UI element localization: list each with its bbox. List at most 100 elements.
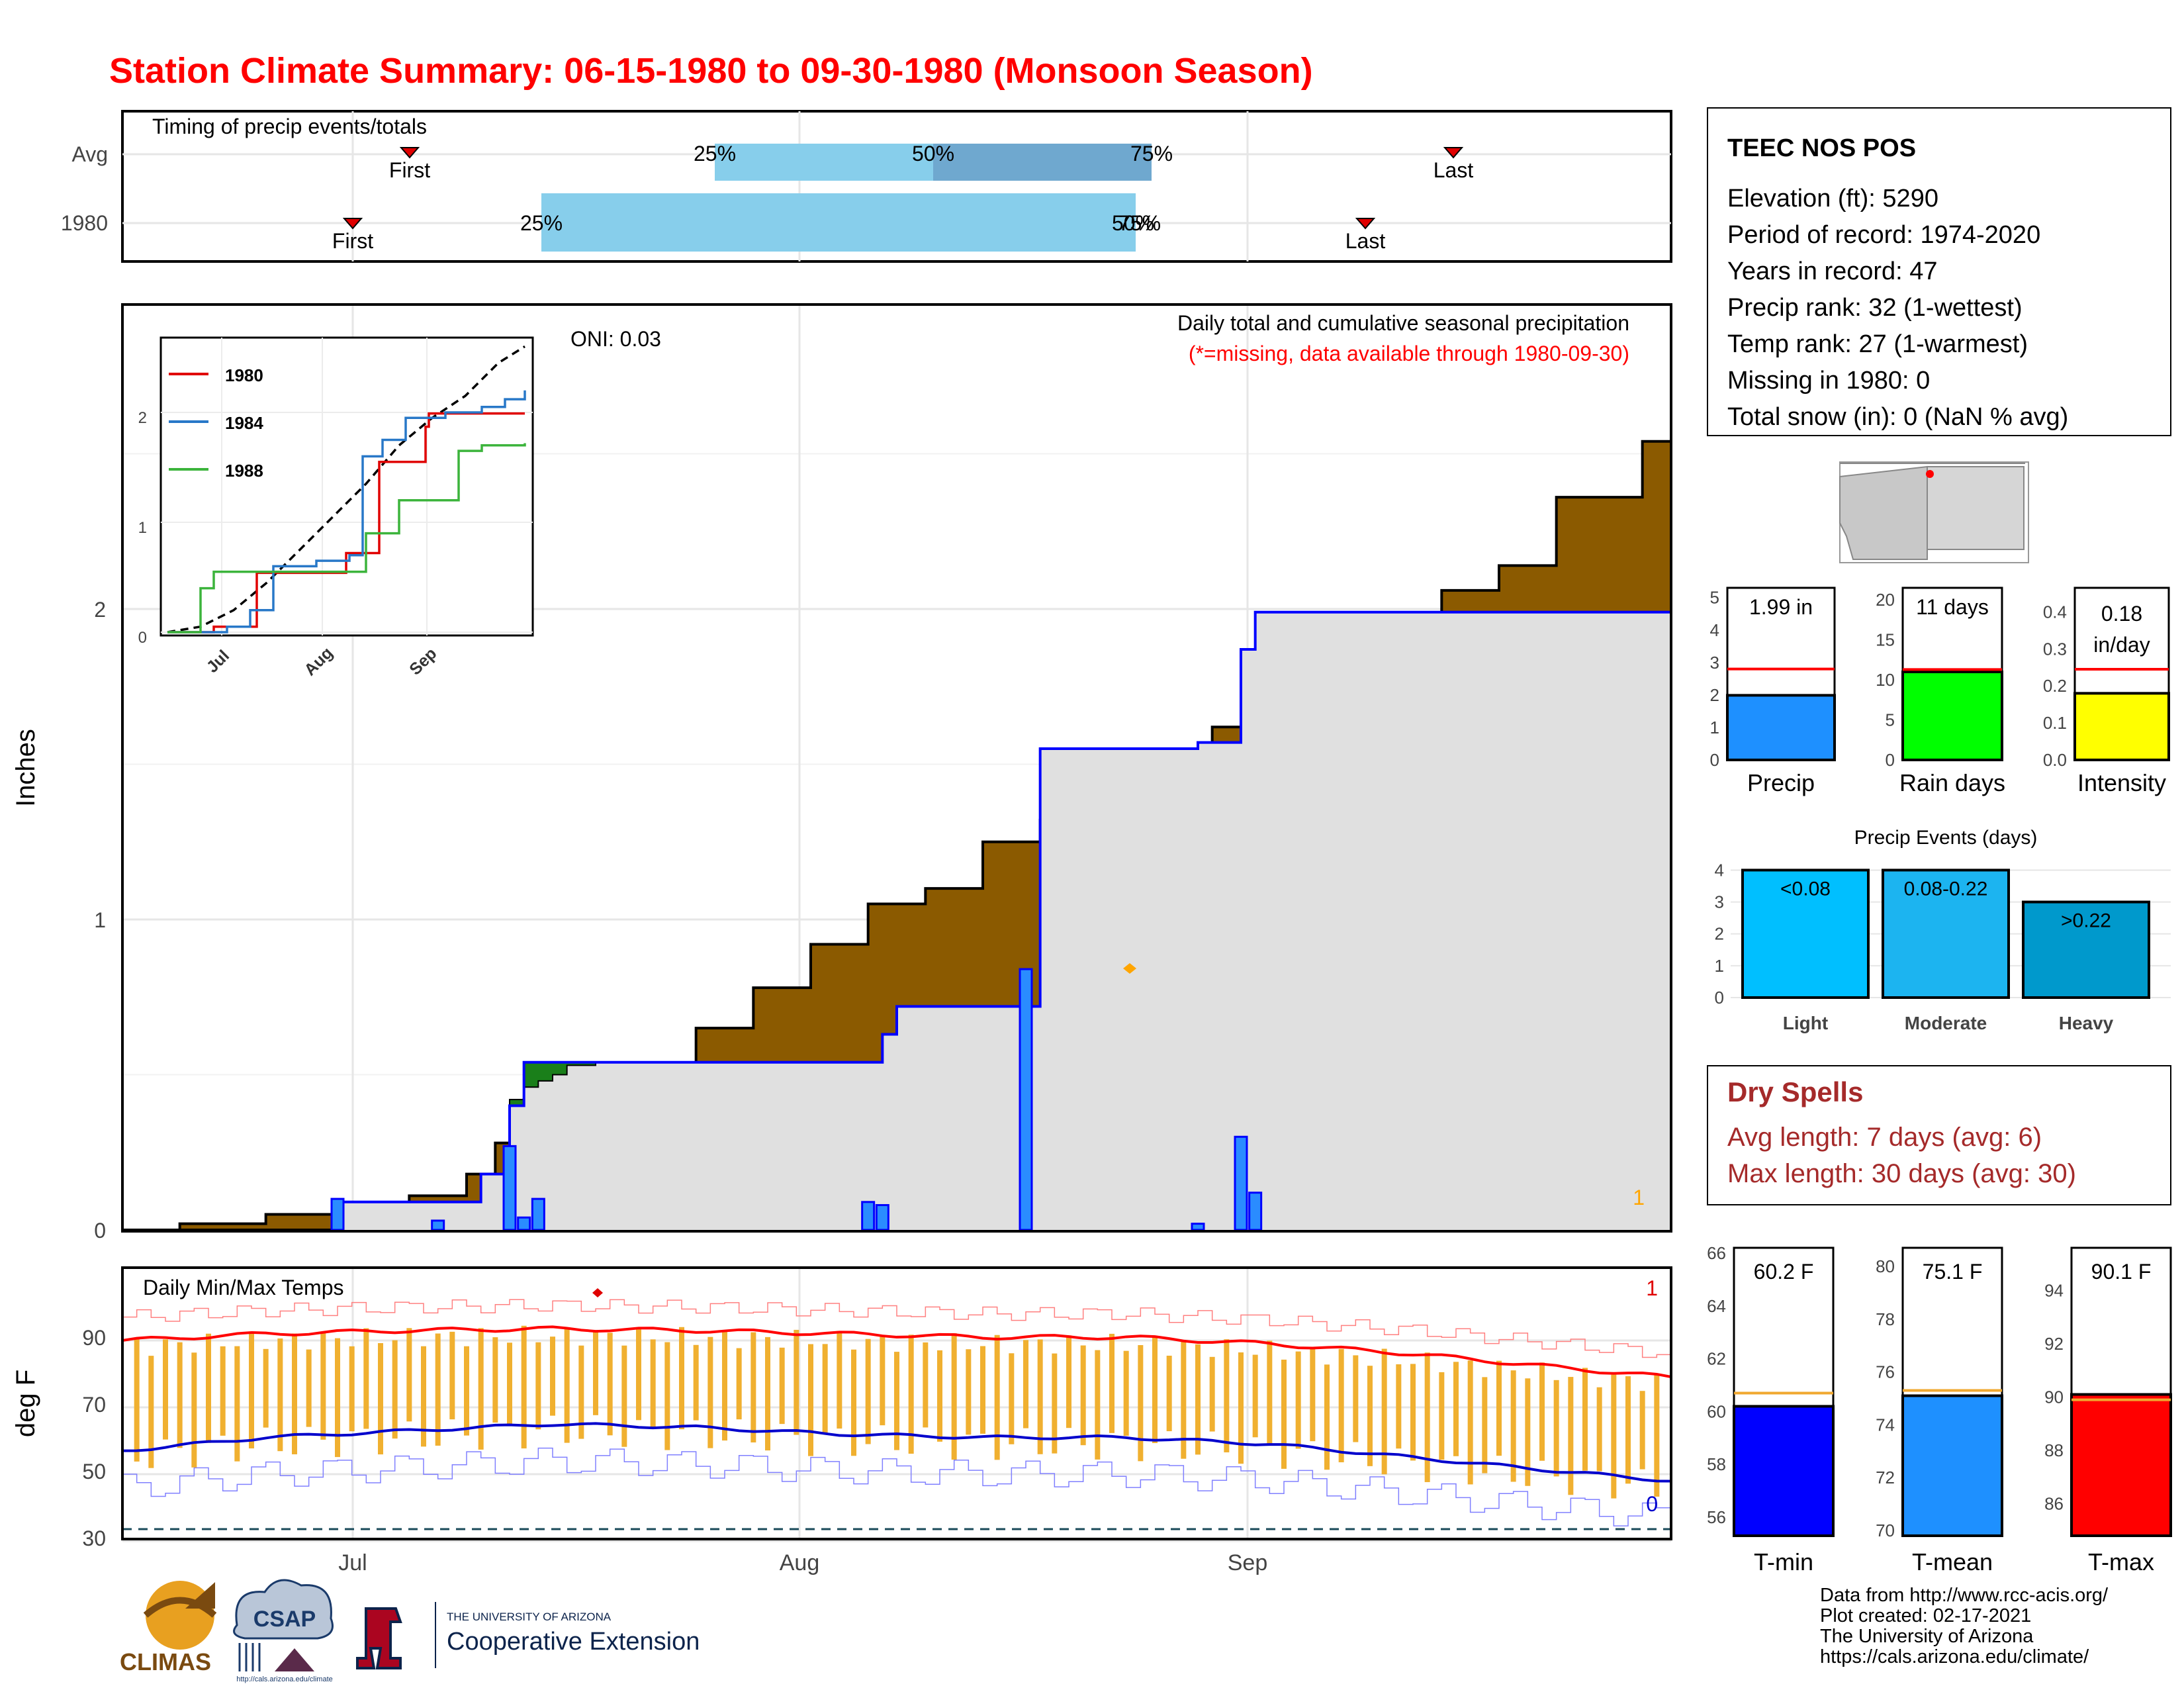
legend-label-1984: 1984 [225,413,263,433]
daily-precip-bar-9 [1234,1135,1248,1231]
precip-y-tick-0: 0 [94,1219,106,1243]
temp-y-tick-30: 30 [82,1526,106,1550]
avg-first-marker [399,147,420,159]
year-first-label: First [332,229,373,253]
station-location-dot [1926,470,1934,478]
daily-temp-range-bar-101 [1568,1377,1574,1495]
daily-precip-bar-1 [431,1219,445,1231]
daily-temp-range-bar-28 [521,1325,527,1449]
footer-plot-created: Plot created: 02-17-2021 [1820,1605,2032,1626]
tmean-value: 75.1 F [1923,1260,1983,1284]
daily-temp-range-bar-36 [636,1327,641,1421]
daily-temp-range-bar-86 [1353,1355,1359,1442]
climas-logo-text: CLIMAS [120,1648,211,1675]
daily-temp-range-bar-11 [277,1338,283,1452]
tmin-ticks-label-1: 64 [1707,1296,1726,1316]
int-ticks-label-0: 0.4 [2043,602,2067,622]
year-last-marker [1355,218,1376,230]
daily-temp-range-bar-94 [1467,1360,1473,1485]
intensity-summary-chart: 0.18 in/day Intensity 0.4 0.3 0.2 0.1 0.0 [2043,586,2170,796]
daily-temp-range-bar-52 [865,1338,871,1444]
events-tick-1: 3 [1715,892,1724,912]
tmean-summary-chart: 75.1 F T-mean 80 78 76 74 72 70 [1876,1246,2003,1575]
daily-temp-range-bar-45 [765,1336,770,1451]
precip-value: 1.99 in [1749,595,1813,619]
inset-chart: 1980 1984 1988 0 1 2 Jul Aug Sep [138,336,534,679]
tmean-bar [1901,1394,2003,1538]
daily-temp-range-bar-37 [650,1339,656,1427]
daily-temp-range-bar-41 [707,1336,713,1448]
temp-y-axis-label: deg F [11,1370,40,1437]
daily-temp-range-bar-22 [435,1333,441,1446]
daily-precip-bar-8 [1191,1223,1205,1231]
daily-temp-range-bar-104 [1611,1374,1617,1499]
rain-days-label: Rain days [1899,769,2005,796]
daily-temp-range-bar-23 [449,1331,455,1420]
inset-y-tick-2: 2 [138,409,147,427]
daily-temp-range-bar-38 [664,1342,670,1450]
station-temp-rank: Temp rank: 27 (1-warmest) [1727,330,2028,358]
daily-temp-range-bar-34 [607,1333,613,1436]
daily-temp-range-bar-2 [148,1356,154,1468]
daily-temp-range-bar-24 [464,1346,469,1436]
daily-temp-range-bar-48 [808,1344,813,1456]
daily-temp-range-bar-83 [1310,1346,1316,1442]
daily-temp-range-bar-7 [220,1346,226,1436]
daily-temp-range-bar-61 [994,1335,1000,1460]
daily-temp-range-bar-3 [163,1339,168,1440]
daily-precip-bar-6 [875,1203,889,1231]
daily-temp-range-bar-105 [1625,1376,1631,1484]
tmin-bar [1733,1405,1835,1537]
csap-cloud-icon [233,1579,334,1640]
daily-temp-range-bar-16 [349,1346,355,1432]
daily-temp-range-bar-14 [320,1332,326,1440]
page-title: Station Climate Summary: 06-15-1980 to 0… [109,51,1313,91]
daily-precip-bar-7 [1019,968,1033,1231]
avg-last-marker [1443,147,1464,159]
events-tick-2: 2 [1715,924,1724,944]
avg-p25-label: 25% [694,142,736,165]
daily-temp-range-bar-44 [751,1332,756,1443]
daily-temp-range-bar-99 [1539,1362,1545,1461]
daily-temp-range-bar-29 [535,1342,541,1430]
arizona-shape [1839,465,1928,560]
events-bar-0 [1741,868,1870,1000]
tmax-ticks-label-0: 94 [2044,1280,2064,1300]
daily-temp-range-bar-102 [1582,1368,1588,1471]
precip-y-axis-label: Inches [11,729,40,807]
precip-panel: Daily total and cumulative seasonal prec… [11,303,1672,1243]
daily-temp-range-bar-26 [492,1337,498,1423]
x-tick-jul: Jul [338,1550,367,1575]
record-daily-marker [1123,963,1136,974]
tmax-summary-chart: 90.1 F T-max 94 92 90 88 86 [2044,1246,2172,1575]
daily-temp-range-bar-91 [1424,1352,1430,1482]
timing-row-avg: Avg [71,142,108,166]
tmean-ticks-label-1: 78 [1876,1309,1895,1329]
daily-temp-range-bar-81 [1281,1359,1287,1469]
intensity-bar [2073,692,2170,762]
year-first-marker [342,218,363,230]
station-period: Period of record: 1974-2020 [1727,221,2040,249]
year-p50-label: 50% [1112,211,1154,235]
precip-ticks-label-0: 5 [1710,588,1719,608]
dry-spells-title: Dry Spells [1727,1076,1863,1107]
legend-label-1988: 1988 [225,461,263,481]
daily-temp-range-bar-100 [1553,1380,1559,1477]
daily-temp-range-bar-40 [693,1344,699,1421]
tmax-ticks-label-2: 90 [2044,1387,2064,1407]
intensity-value: 0.18 [2101,602,2142,626]
daily-temp-range-bar-62 [1009,1353,1015,1444]
daily-temp-range-bar-69 [1109,1333,1115,1433]
daily-temp-range-bar-97 [1510,1370,1516,1482]
inset-average-line [167,345,525,633]
daily-temp-range-bar-55 [908,1335,914,1454]
daily-temp-range-bar-20 [406,1328,412,1422]
record-high-marker [592,1288,603,1297]
intensity-unit: in/day [2093,633,2150,657]
tmin-summary-chart: 60.2 F T-min 66 64 62 60 58 56 [1707,1243,1835,1575]
events-bar-range-2: >0.22 [2061,910,2111,932]
rain-ticks-label-4: 0 [1886,750,1895,770]
precip-ticks-label-4: 1 [1710,718,1719,737]
climas-sun-icon [146,1581,214,1650]
tmin-ticks-label-4: 58 [1707,1454,1726,1474]
